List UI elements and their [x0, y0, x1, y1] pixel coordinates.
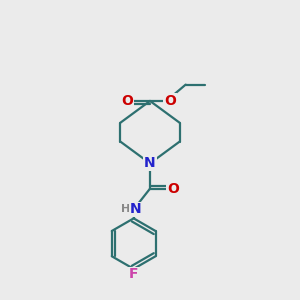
Text: O: O: [121, 94, 133, 108]
Text: H: H: [121, 204, 130, 214]
Text: N: N: [144, 156, 156, 170]
Text: F: F: [129, 267, 138, 281]
Text: O: O: [167, 182, 179, 196]
Text: O: O: [164, 94, 176, 108]
Text: N: N: [129, 202, 141, 216]
